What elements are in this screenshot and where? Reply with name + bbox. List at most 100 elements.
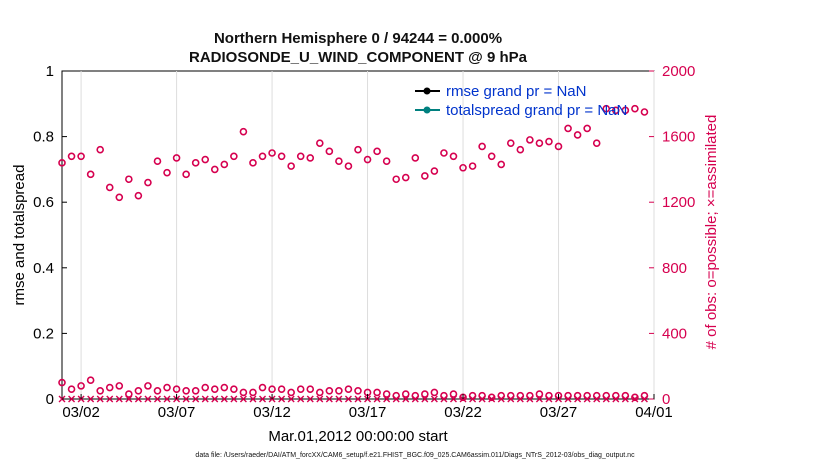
assimilated-obs-point	[421, 395, 429, 403]
possible-obs-point	[363, 155, 372, 164]
possible-obs-point	[583, 124, 591, 133]
possible-obs-point	[516, 145, 525, 154]
possible-obs-point	[153, 386, 162, 395]
assimilated-obs-point	[640, 395, 648, 403]
possible-obs-point	[77, 152, 85, 161]
possible-obs-point	[182, 170, 190, 179]
possible-obs-point	[201, 383, 210, 392]
possible-obs-point	[220, 383, 229, 392]
possible-obs-point	[354, 386, 362, 395]
legend: rmse grand pr = NaN totalspread grand pr…	[415, 83, 627, 119]
x-tick-label: 03/12	[253, 404, 291, 421]
chart-title-line-1: Northern Hemisphere 0 / 94244 = 0.000%	[214, 30, 502, 47]
left-y-tick-label: 0.2	[33, 325, 54, 342]
possible-obs-point	[430, 388, 439, 397]
assimilated-obs-point	[297, 395, 305, 403]
possible-obs-point	[191, 386, 200, 395]
possible-obs-point	[373, 147, 381, 156]
assimilated-obs-point	[344, 395, 352, 403]
x-tick-label: 04/01	[635, 404, 673, 421]
left-y-tick-label: 1	[46, 63, 54, 80]
possible-obs-point	[277, 385, 286, 393]
possible-obs-point	[401, 173, 410, 182]
assimilated-obs-point	[354, 395, 362, 403]
possible-obs-point	[592, 139, 601, 147]
right-y-tick-label: 2000	[662, 63, 695, 80]
possible-obs-point	[497, 160, 506, 169]
possible-obs-point	[612, 106, 620, 115]
possible-obs-point	[230, 385, 238, 393]
possible-obs-point	[545, 137, 553, 146]
possible-obs-point	[296, 385, 305, 393]
possible-obs-point	[67, 385, 76, 393]
possible-obs-point	[77, 382, 85, 390]
possible-obs-point	[191, 159, 200, 167]
possible-obs-point	[316, 139, 324, 147]
possible-obs-point	[125, 175, 133, 184]
assimilated-obs-point	[478, 395, 486, 403]
assimilated-obs-point	[106, 395, 114, 403]
possible-obs-point	[631, 104, 639, 113]
assimilated-obs-point	[631, 395, 639, 403]
x-tick-label: 03/17	[349, 404, 387, 421]
possible-obs-point	[58, 378, 66, 387]
right-y-tick-label: 400	[662, 325, 687, 342]
assimilated-obs-point	[220, 395, 228, 403]
possible-obs-point	[163, 383, 171, 392]
possible-obs-point	[230, 152, 238, 161]
possible-obs-point	[354, 145, 362, 154]
possible-obs-point	[487, 152, 496, 161]
assimilated-obs-point	[125, 395, 133, 403]
left-y-tick-label: 0.6	[33, 194, 54, 211]
possible-obs-point	[526, 136, 534, 144]
assimilated-obs-point	[612, 395, 620, 403]
possible-obs-point	[421, 390, 429, 398]
assimilated-obs-point	[383, 395, 391, 403]
possible-obs-point	[105, 383, 114, 392]
possible-obs-point	[153, 157, 162, 165]
assimilated-obs-point	[192, 395, 200, 403]
assimilated-obs-point	[259, 395, 267, 403]
possible-obs-point	[430, 167, 439, 175]
possible-obs-point	[296, 152, 305, 161]
possible-obs-point	[182, 386, 190, 395]
assimilated-obs-point	[249, 395, 257, 403]
left-y-axis: 0 0.2 0.4 0.6 0.8 1	[33, 63, 67, 408]
assimilated-obs-point	[87, 395, 95, 403]
possible-obs-point	[421, 172, 429, 180]
x-tick-label: 03/07	[158, 404, 196, 421]
assimilated-obs-point	[526, 395, 534, 403]
possible-obs-point	[382, 390, 391, 398]
possible-obs-point	[449, 152, 458, 161]
assimilated-obs-point	[306, 395, 314, 403]
possible-obs-point	[115, 193, 124, 202]
possible-obs-point	[621, 106, 630, 115]
possible-obs-point	[325, 386, 334, 395]
possible-obs-point	[105, 183, 114, 192]
left-y-axis-label: rmse and totalspread	[11, 165, 28, 306]
assimilated-obs-point	[230, 395, 238, 403]
possible-obs-point	[306, 385, 315, 393]
assimilated-obs-point	[583, 395, 591, 403]
possible-obs-point	[535, 139, 544, 147]
possible-obs-point	[554, 142, 563, 151]
possible-obs-point	[335, 386, 343, 395]
assimilated-obs-point	[564, 395, 572, 403]
possible-obs-point	[506, 139, 515, 147]
legend-rmse-marker	[423, 87, 431, 95]
possible-obs-point	[163, 168, 171, 177]
legend-totalspread-marker	[423, 106, 431, 114]
legend-totalspread-label: totalspread grand pr = NaN	[446, 102, 627, 119]
possible-obs-point	[573, 131, 582, 139]
grid	[80, 71, 655, 399]
right-y-tick-label: 1200	[662, 194, 695, 211]
possible-obs-point	[258, 152, 267, 161]
possible-obs-point	[306, 154, 315, 162]
assimilated-obs-point	[278, 395, 286, 403]
assimilated-obs-point	[402, 395, 410, 403]
left-y-tick-label: 0.8	[33, 129, 54, 146]
assimilated-obs-point	[96, 395, 104, 403]
possible-obs-point	[344, 385, 353, 393]
possible-obs-point	[373, 388, 381, 397]
